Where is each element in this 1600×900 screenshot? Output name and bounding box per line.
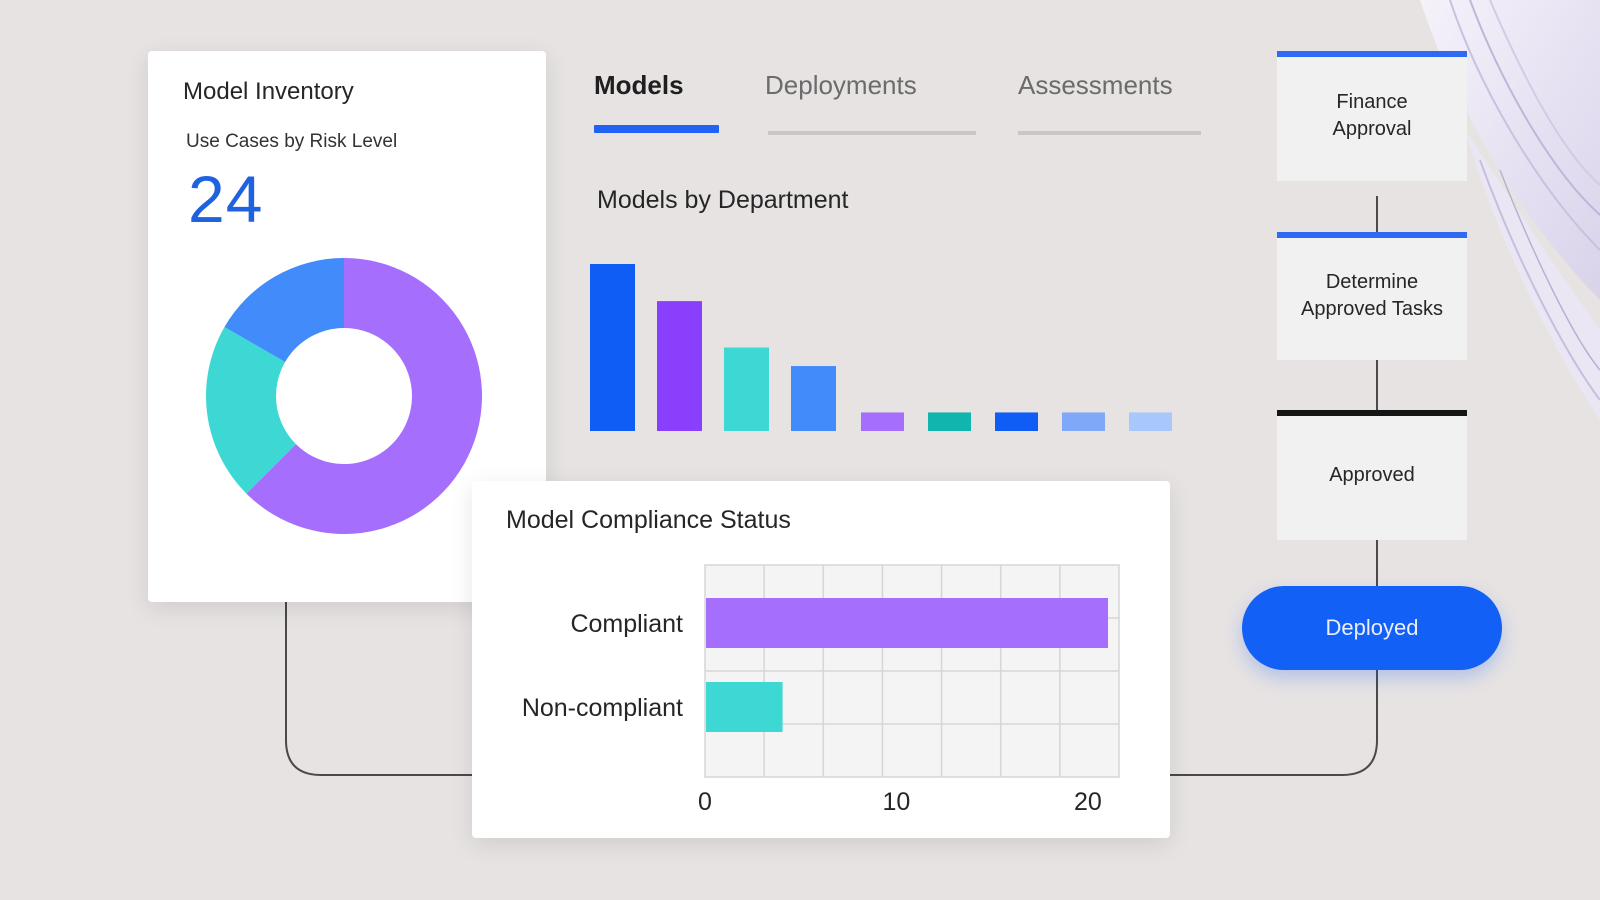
workflow-step-label: Finance Approval — [1332, 91, 1412, 140]
compliance-status-card: Compliant Non-compliant 0 10 20 Model Compli… — [472, 481, 1170, 838]
x-tick-label-0: 0 — [698, 788, 712, 816]
department-chart-title: Models by Department — [597, 186, 849, 214]
workflow-step-label: Determine Approved Tasks — [1301, 271, 1443, 320]
step-status-bar — [1277, 410, 1467, 416]
tab-deployments[interactable]: Deployments — [765, 70, 917, 100]
compliance-bar-chart: Compliant Non-compliant 0 10 20 — [522, 564, 1120, 816]
step-status-bar — [1277, 51, 1467, 57]
tab-models[interactable]: Models — [594, 70, 684, 100]
department-bar-7 — [1062, 412, 1105, 431]
workflow-step-approved[interactable]: Approved — [1277, 410, 1467, 540]
compliance-bar-1 — [706, 682, 783, 732]
inventory-count: 24 — [188, 162, 264, 236]
category-label-1: Non-compliant — [522, 694, 683, 722]
inventory-subtitle: Use Cases by Risk Level — [186, 131, 398, 152]
donut-segment-1 — [206, 327, 296, 494]
tab-models-indicator — [594, 125, 719, 133]
department-bar-0 — [590, 264, 635, 431]
model-inventory-card: Model Inventory Use Cases by Risk Level … — [148, 51, 546, 602]
deployed-button[interactable]: Deployed — [1242, 586, 1502, 670]
department-bar-2 — [724, 347, 769, 431]
risk-level-donut-chart — [206, 258, 482, 534]
compliance-bar-0 — [706, 598, 1108, 648]
models-by-department-chart — [590, 264, 1172, 431]
tab-assessments-indicator — [1018, 131, 1201, 135]
department-bar-1 — [657, 301, 702, 431]
step-status-bar — [1277, 232, 1467, 238]
inventory-title: Model Inventory — [183, 78, 354, 105]
tab-deployments-indicator — [768, 131, 976, 135]
compliance-title: Model Compliance Status — [506, 506, 791, 534]
department-bar-5 — [928, 412, 971, 431]
department-bar-4 — [861, 412, 904, 431]
x-tick-label-1: 10 — [883, 788, 911, 816]
donut-segment-2 — [224, 258, 344, 362]
department-bar-3 — [791, 366, 836, 431]
workflow-step-finance-approval[interactable]: Finance Approval — [1277, 51, 1467, 181]
tab-assessments[interactable]: Assessments — [1018, 70, 1173, 100]
donut-segment-0 — [246, 258, 482, 534]
workflow-step-label: Approved — [1329, 463, 1415, 486]
category-label-0: Compliant — [570, 610, 683, 638]
department-bar-8 — [1129, 412, 1172, 431]
x-tick-label-2: 20 — [1074, 788, 1102, 816]
workflow-step-determine-approved-tasks[interactable]: Determine Approved Tasks — [1277, 232, 1467, 360]
department-bar-6 — [995, 412, 1038, 431]
